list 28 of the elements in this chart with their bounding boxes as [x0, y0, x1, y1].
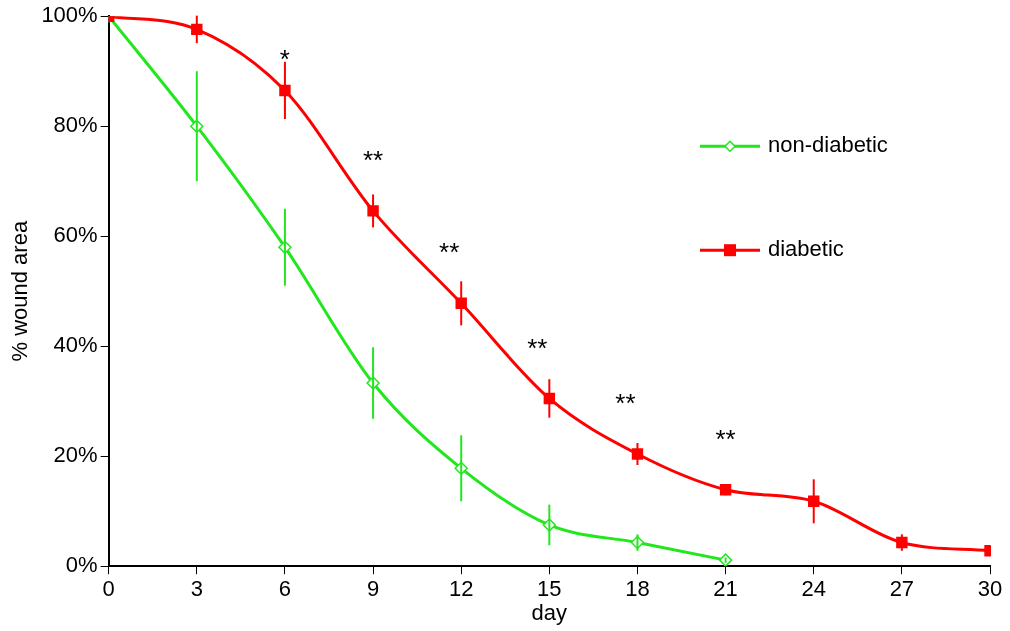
y-tick-label: 40%	[53, 332, 98, 358]
x-axis-title: day	[531, 599, 568, 625]
y-tick-label: 100%	[41, 2, 98, 28]
annotation: **	[715, 423, 736, 454]
annotation: *	[279, 43, 290, 74]
legend-label: non-diabetic	[768, 132, 888, 158]
y-axis-title: % wound area	[7, 220, 33, 362]
x-tick-label: 0	[102, 576, 115, 602]
annotation: **	[362, 145, 384, 176]
x-tick-label: 15	[537, 576, 562, 602]
y-tick-label: 80%	[53, 112, 98, 138]
annotation: **	[615, 388, 636, 419]
x-tick-label: 12	[448, 576, 474, 602]
y-tick-label: 0%	[65, 552, 98, 578]
point	[367, 205, 379, 217]
annotation: **	[439, 237, 460, 268]
annotation: **	[527, 332, 548, 363]
x-tick-label: 21	[713, 576, 738, 602]
x-tick-label: 24	[801, 576, 826, 602]
x-tick-label: 30	[977, 576, 1003, 602]
y-tick-label: 60%	[53, 222, 98, 248]
y-tick-label: 20%	[53, 442, 98, 468]
x-tick-label: 9	[366, 576, 380, 602]
legend-label: diabetic	[768, 236, 844, 262]
x-tick-label: 6	[278, 576, 292, 602]
x-tick-label: 3	[190, 576, 203, 602]
x-tick-label: 18	[625, 576, 650, 602]
x-tick-label: 27	[889, 576, 915, 602]
